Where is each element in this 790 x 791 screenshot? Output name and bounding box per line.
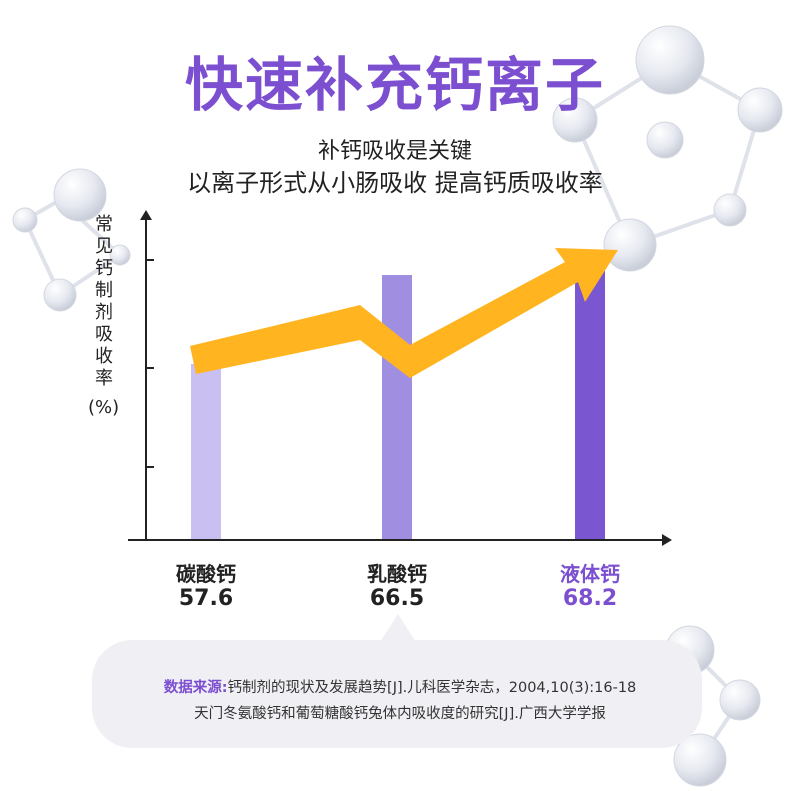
y-axis-unit: (%) xyxy=(88,397,120,418)
source-box xyxy=(92,640,702,748)
value-label-1: 57.6 xyxy=(178,586,234,611)
subtitle-1: 补钙吸收是关键 xyxy=(317,139,472,164)
value-label-3: 68.2 xyxy=(562,586,618,611)
source-bubble-tail xyxy=(380,614,416,642)
bar-3 xyxy=(575,258,605,540)
bar-2 xyxy=(382,275,412,540)
source-line-2: 天门冬氨酸钙和葡萄糖酸钙兔体内吸收度的研究[J].广西大学学报 xyxy=(194,706,606,722)
source-text-1: 钙制剂的现状及发展趋势[J].儿科医学杂志，2004,10(3):16-18 xyxy=(227,680,637,696)
y-axis-arrow xyxy=(140,210,152,220)
bar-1 xyxy=(191,364,221,540)
page-title: 快速补充钙离子 xyxy=(184,51,605,119)
y-axis-label: 常见钙制剂吸收率 xyxy=(95,214,113,389)
category-label-1: 碳酸钙 xyxy=(176,562,236,586)
subtitle-2: 以离子形式从小肠吸收 提高钙质吸收率 xyxy=(187,169,603,197)
category-label-2: 乳酸钙 xyxy=(367,562,427,586)
x-axis-arrow xyxy=(662,534,672,546)
trend-arrow xyxy=(190,248,618,378)
value-label-2: 66.5 xyxy=(369,586,425,611)
category-label-3: 液体钙 xyxy=(560,562,620,586)
source-line-1: 数据来源:钙制剂的现状及发展趋势[J].儿科医学杂志，2004,10(3):16… xyxy=(110,676,690,697)
source-label: 数据来源: xyxy=(163,680,228,696)
